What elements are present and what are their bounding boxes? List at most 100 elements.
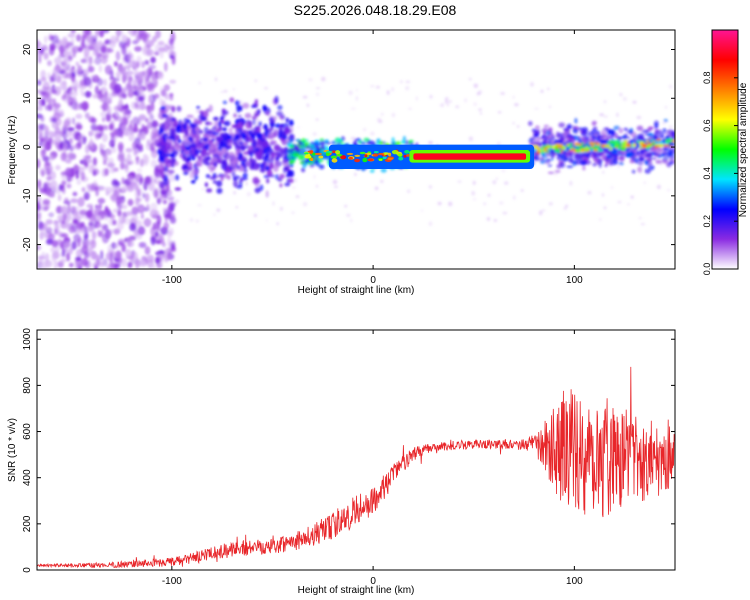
heatmap-blob	[72, 48, 76, 58]
heatmap-blob	[246, 191, 251, 197]
heatmap-blob	[85, 209, 93, 219]
heatmap-blob	[294, 178, 298, 183]
heatmap-blob	[80, 171, 86, 181]
heatmap-blob	[37, 244, 42, 251]
heatmap-blob	[309, 163, 315, 168]
heatmap-blob	[473, 102, 478, 107]
heatmap-blob	[213, 213, 216, 216]
heatmap-blob	[109, 252, 114, 262]
heatmap-blob	[161, 151, 166, 158]
heatmap-blob	[306, 103, 310, 108]
heatmap-blob	[69, 145, 74, 152]
heatmap-blob	[269, 163, 274, 170]
heatmap-blob	[382, 155, 387, 160]
heatmap-blob	[48, 130, 55, 138]
heatmap-blob	[374, 186, 379, 191]
heatmap-blob	[38, 255, 43, 265]
heatmap-blob	[135, 220, 143, 228]
heatmap-blob	[193, 173, 199, 181]
heatmap-blob	[163, 84, 170, 92]
heatmap-blob	[655, 138, 662, 142]
heatmap-blob	[173, 145, 180, 151]
heatmap-blob	[288, 138, 294, 144]
heatmap-blob	[629, 140, 633, 144]
heatmap-blob	[457, 180, 462, 184]
heatmap-blob	[647, 126, 653, 131]
heatmap-blob	[48, 165, 53, 172]
heatmap-blob	[272, 201, 275, 206]
heatmap-blob	[77, 46, 83, 53]
heatmap-blob	[61, 36, 68, 47]
heatmap-blob	[575, 154, 582, 157]
heatmap-blob	[255, 152, 262, 160]
heatmap-blob	[169, 175, 176, 182]
heatmap-blob	[102, 160, 107, 166]
heatmap-blob	[237, 114, 242, 118]
heatmap-blob	[583, 147, 590, 151]
heatmap-blob	[405, 86, 410, 91]
heatmap-blob	[664, 141, 669, 145]
heatmap-blob	[671, 142, 675, 147]
heatmap-blob	[388, 152, 392, 157]
heatmap-blob	[656, 132, 662, 137]
heatmap-blob	[403, 154, 407, 158]
heatmap-blob	[137, 71, 145, 80]
heatmap-blob	[672, 147, 675, 154]
heatmap-blob	[544, 136, 551, 139]
heatmap-blob	[131, 214, 139, 222]
heatmap-blob	[163, 157, 169, 164]
heatmap-blob	[228, 127, 233, 134]
heatmap-blob	[37, 105, 43, 112]
heatmap-blob	[186, 156, 191, 162]
heatmap-blob	[240, 144, 246, 152]
heatmap-blob	[199, 137, 205, 141]
heatmap-blob	[274, 160, 281, 168]
bottom-x-tick-label: 0	[370, 576, 376, 587]
heatmap-blob	[636, 125, 644, 131]
heatmap-blob	[66, 252, 71, 262]
heatmap-blob	[91, 231, 97, 240]
heatmap-blob	[94, 204, 99, 209]
heatmap-blob	[199, 110, 204, 114]
heatmap-blob	[552, 145, 556, 150]
heatmap-blob	[203, 159, 208, 163]
heatmap-blob	[138, 114, 147, 121]
heatmap-blob	[629, 127, 634, 134]
heatmap-blob	[115, 50, 121, 61]
heatmap-blob	[37, 201, 41, 212]
heatmap-blob	[415, 96, 418, 101]
heatmap-blob	[242, 151, 250, 155]
heatmap-blob	[262, 104, 267, 112]
heatmap-blob	[479, 112, 483, 115]
heatmap-blob	[218, 160, 222, 164]
heatmap-blob	[159, 161, 164, 166]
heatmap-blob	[670, 131, 675, 138]
heatmap-blob	[476, 92, 481, 96]
heatmap-blob	[198, 155, 204, 162]
heatmap-blob	[223, 121, 230, 126]
heatmap-blob	[582, 137, 588, 144]
heatmap-blob	[473, 83, 479, 89]
heatmap-blob	[76, 262, 83, 268]
heatmap-blob	[250, 104, 258, 108]
heatmap-blob	[94, 126, 102, 132]
heatmap-blob	[668, 150, 674, 154]
heatmap-blob	[548, 202, 553, 206]
heatmap-blob	[133, 128, 141, 133]
heatmap-blob	[531, 141, 537, 145]
heatmap-blob	[150, 56, 156, 64]
heatmap-blob	[406, 154, 410, 157]
heatmap-blob	[96, 78, 104, 86]
heatmap-blob	[88, 55, 93, 65]
heatmap-blob	[92, 76, 96, 83]
heatmap-blob	[227, 174, 231, 180]
heatmap-blob	[80, 58, 87, 64]
heatmap-blob	[630, 156, 635, 160]
heatmap-blob	[619, 92, 623, 97]
heatmap-blob	[209, 133, 214, 139]
heatmap-blob	[81, 101, 89, 111]
heatmap-blob	[76, 236, 82, 244]
heatmap-blob	[603, 115, 608, 118]
heatmap-blob	[668, 125, 673, 128]
heatmap-blob	[39, 187, 46, 194]
